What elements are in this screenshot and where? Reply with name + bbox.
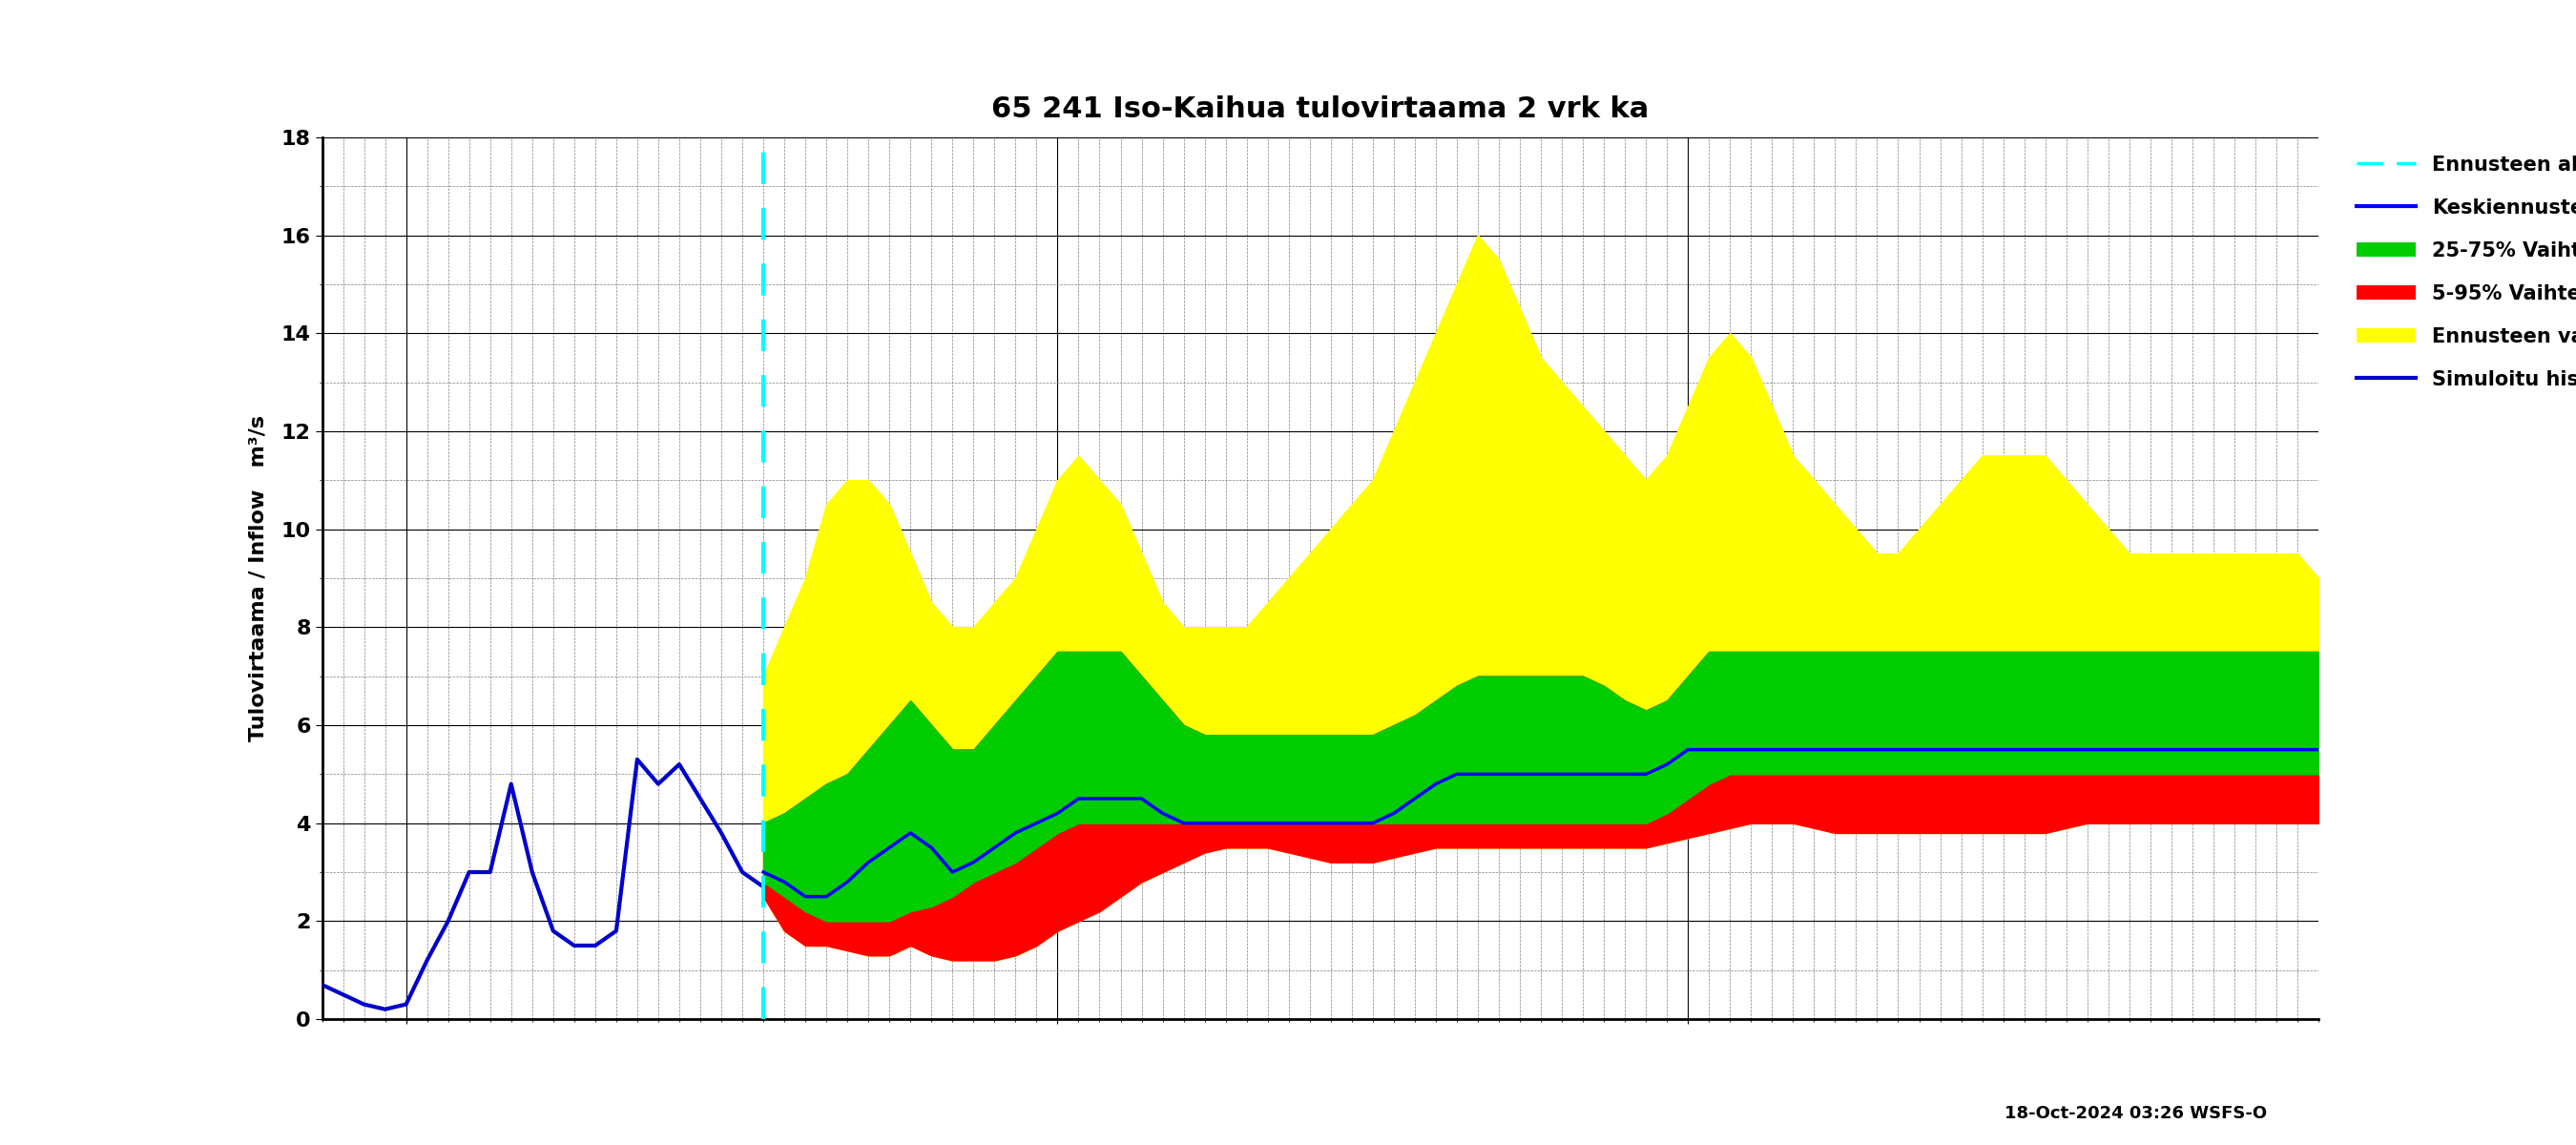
Title: 65 241 Iso-Kaihua tulovirtaama 2 vrk ka: 65 241 Iso-Kaihua tulovirtaama 2 vrk ka <box>992 95 1649 124</box>
Legend: Ennusteen alku, Keskiennuste, 25-75% Vaihteluväli, 5-95% Vaihteluväli, Ennusteen: Ennusteen alku, Keskiennuste, 25-75% Vai… <box>2349 148 2576 397</box>
Y-axis label: Tulovirtaama / Inflow   m³/s: Tulovirtaama / Inflow m³/s <box>250 414 268 742</box>
Text: 18-Oct-2024 03:26 WSFS-O: 18-Oct-2024 03:26 WSFS-O <box>2004 1105 2267 1122</box>
